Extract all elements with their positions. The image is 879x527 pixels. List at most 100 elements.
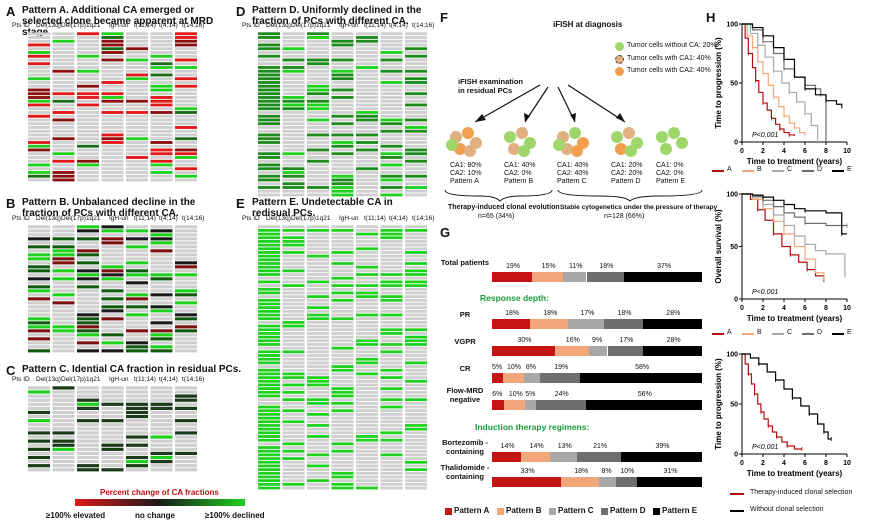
heatmap-cell bbox=[282, 129, 305, 133]
g-bar-segment-5-3 bbox=[577, 452, 621, 462]
panel-f-residual-label: iFISH examination in residual PCs bbox=[458, 77, 524, 95]
heatmap-cell bbox=[307, 438, 329, 442]
heatmap-header-d-2: Del(17p) bbox=[291, 22, 316, 29]
heatmap-cell bbox=[52, 133, 75, 137]
heatmap-cell bbox=[28, 321, 50, 325]
heatmap-cell bbox=[356, 479, 378, 483]
panel-f-legend-1: Tumor cells with CA1: 40% bbox=[627, 55, 711, 62]
heatmap-cell bbox=[331, 401, 354, 405]
km-series-4 bbox=[742, 193, 847, 235]
heatmap-cell bbox=[307, 479, 329, 483]
heatmap-cell bbox=[405, 262, 427, 265]
heatmap-cell bbox=[28, 51, 50, 54]
heatmap-cell bbox=[282, 479, 305, 483]
heatmap-cell bbox=[282, 254, 305, 258]
heatmap-cell bbox=[175, 349, 197, 353]
heatmap-cell bbox=[282, 291, 305, 295]
heatmap-cell bbox=[380, 232, 403, 236]
heatmap-cell bbox=[101, 114, 124, 118]
heatmap-cell bbox=[405, 141, 427, 144]
heatmap-cell bbox=[380, 295, 403, 299]
heatmap-cell bbox=[307, 449, 329, 453]
heatmap-cell bbox=[52, 171, 75, 174]
km-series-0 bbox=[742, 353, 802, 450]
heatmap-cell bbox=[356, 383, 378, 387]
heatmap-cell bbox=[52, 289, 75, 293]
panel-f-title: iFISH at diagnosis bbox=[553, 20, 623, 29]
heatmap-cell bbox=[126, 43, 148, 47]
heatmap-cell bbox=[77, 111, 99, 114]
heatmap-cell bbox=[380, 81, 403, 84]
pattern-cluster-1 bbox=[504, 127, 536, 157]
heatmap-cell bbox=[28, 289, 50, 293]
heatmap-cell bbox=[307, 435, 329, 438]
heatmap-cell bbox=[331, 287, 354, 291]
heatmap-cell bbox=[307, 99, 329, 103]
g-row-label-6: Thalidomide -containing bbox=[440, 463, 490, 481]
heatmap-cell bbox=[331, 189, 354, 193]
heatmap-cell bbox=[405, 354, 427, 357]
heatmap-cell bbox=[52, 77, 75, 81]
heatmap-cell bbox=[380, 228, 403, 232]
heatmap-cell bbox=[356, 460, 378, 464]
heatmap-cell bbox=[126, 114, 148, 118]
g-bar-label-6-0: 33% bbox=[520, 468, 535, 475]
heatmap-cell bbox=[77, 410, 99, 415]
heatmap-cell bbox=[356, 58, 378, 62]
pattern-label-line: CA1: 40% bbox=[557, 162, 589, 169]
heatmap-cell bbox=[405, 379, 427, 383]
km-y-tick-label: 100 bbox=[726, 192, 738, 199]
heatmap-cell bbox=[380, 468, 403, 471]
heatmap-cell bbox=[175, 148, 197, 152]
heatmap-cell bbox=[77, 81, 99, 84]
heatmap-cell bbox=[307, 262, 329, 265]
heatmap-cell bbox=[405, 77, 427, 81]
heatmap-cell bbox=[101, 249, 124, 253]
heatmap-cell bbox=[258, 77, 280, 81]
heatmap-cell bbox=[331, 372, 354, 376]
heatmap-cell bbox=[28, 455, 50, 460]
heatmap-cell bbox=[126, 133, 148, 137]
heatmap-cell bbox=[126, 464, 148, 468]
heatmap-cell bbox=[405, 280, 427, 284]
heatmap-cell bbox=[258, 258, 280, 262]
heatmap-cell bbox=[77, 337, 99, 341]
panel-letter-a: A bbox=[6, 4, 16, 19]
heatmap-cell bbox=[101, 77, 124, 81]
heatmap-cell bbox=[307, 137, 329, 141]
heatmap-cell bbox=[282, 122, 305, 126]
heatmap-cell bbox=[52, 114, 75, 118]
heatmap-cell bbox=[331, 43, 354, 47]
heatmap-cell bbox=[28, 32, 50, 36]
heatmap-cell bbox=[380, 243, 403, 247]
heatmap-cell bbox=[307, 401, 329, 405]
heatmap-cell bbox=[150, 137, 173, 141]
km-series-3 bbox=[742, 193, 847, 227]
heatmap-cell bbox=[258, 317, 280, 321]
heatmap-cell bbox=[356, 413, 378, 416]
heatmap-cell bbox=[380, 193, 403, 197]
g-bar-label-1-1: 18% bbox=[543, 310, 558, 317]
heatmap-cell bbox=[101, 58, 124, 62]
heatmap-cell bbox=[126, 229, 148, 233]
heatmap-cell bbox=[175, 414, 197, 419]
heatmap-cell bbox=[380, 313, 403, 317]
heatmap-cell bbox=[405, 66, 427, 69]
heatmap-cell bbox=[77, 114, 99, 118]
heatmap-cell bbox=[307, 66, 329, 69]
heatmap-cell bbox=[331, 96, 354, 99]
heatmap-cell bbox=[258, 313, 280, 317]
heatmap-cell bbox=[77, 96, 99, 99]
pattern-label-line: CA1: 80% bbox=[450, 162, 482, 169]
heatmap-cell bbox=[307, 254, 329, 258]
heatmap-cell bbox=[150, 341, 173, 345]
heatmap-cell bbox=[150, 337, 173, 341]
g-bar-segment-1-4 bbox=[642, 319, 702, 329]
heatmap-cell bbox=[356, 273, 378, 276]
heatmap-cell bbox=[380, 276, 403, 280]
heatmap-cell bbox=[77, 261, 99, 265]
heatmap-cell bbox=[28, 345, 50, 349]
heatmap-cell bbox=[356, 118, 378, 122]
heatmap-cell bbox=[52, 394, 75, 398]
heatmap-cell bbox=[405, 457, 427, 460]
